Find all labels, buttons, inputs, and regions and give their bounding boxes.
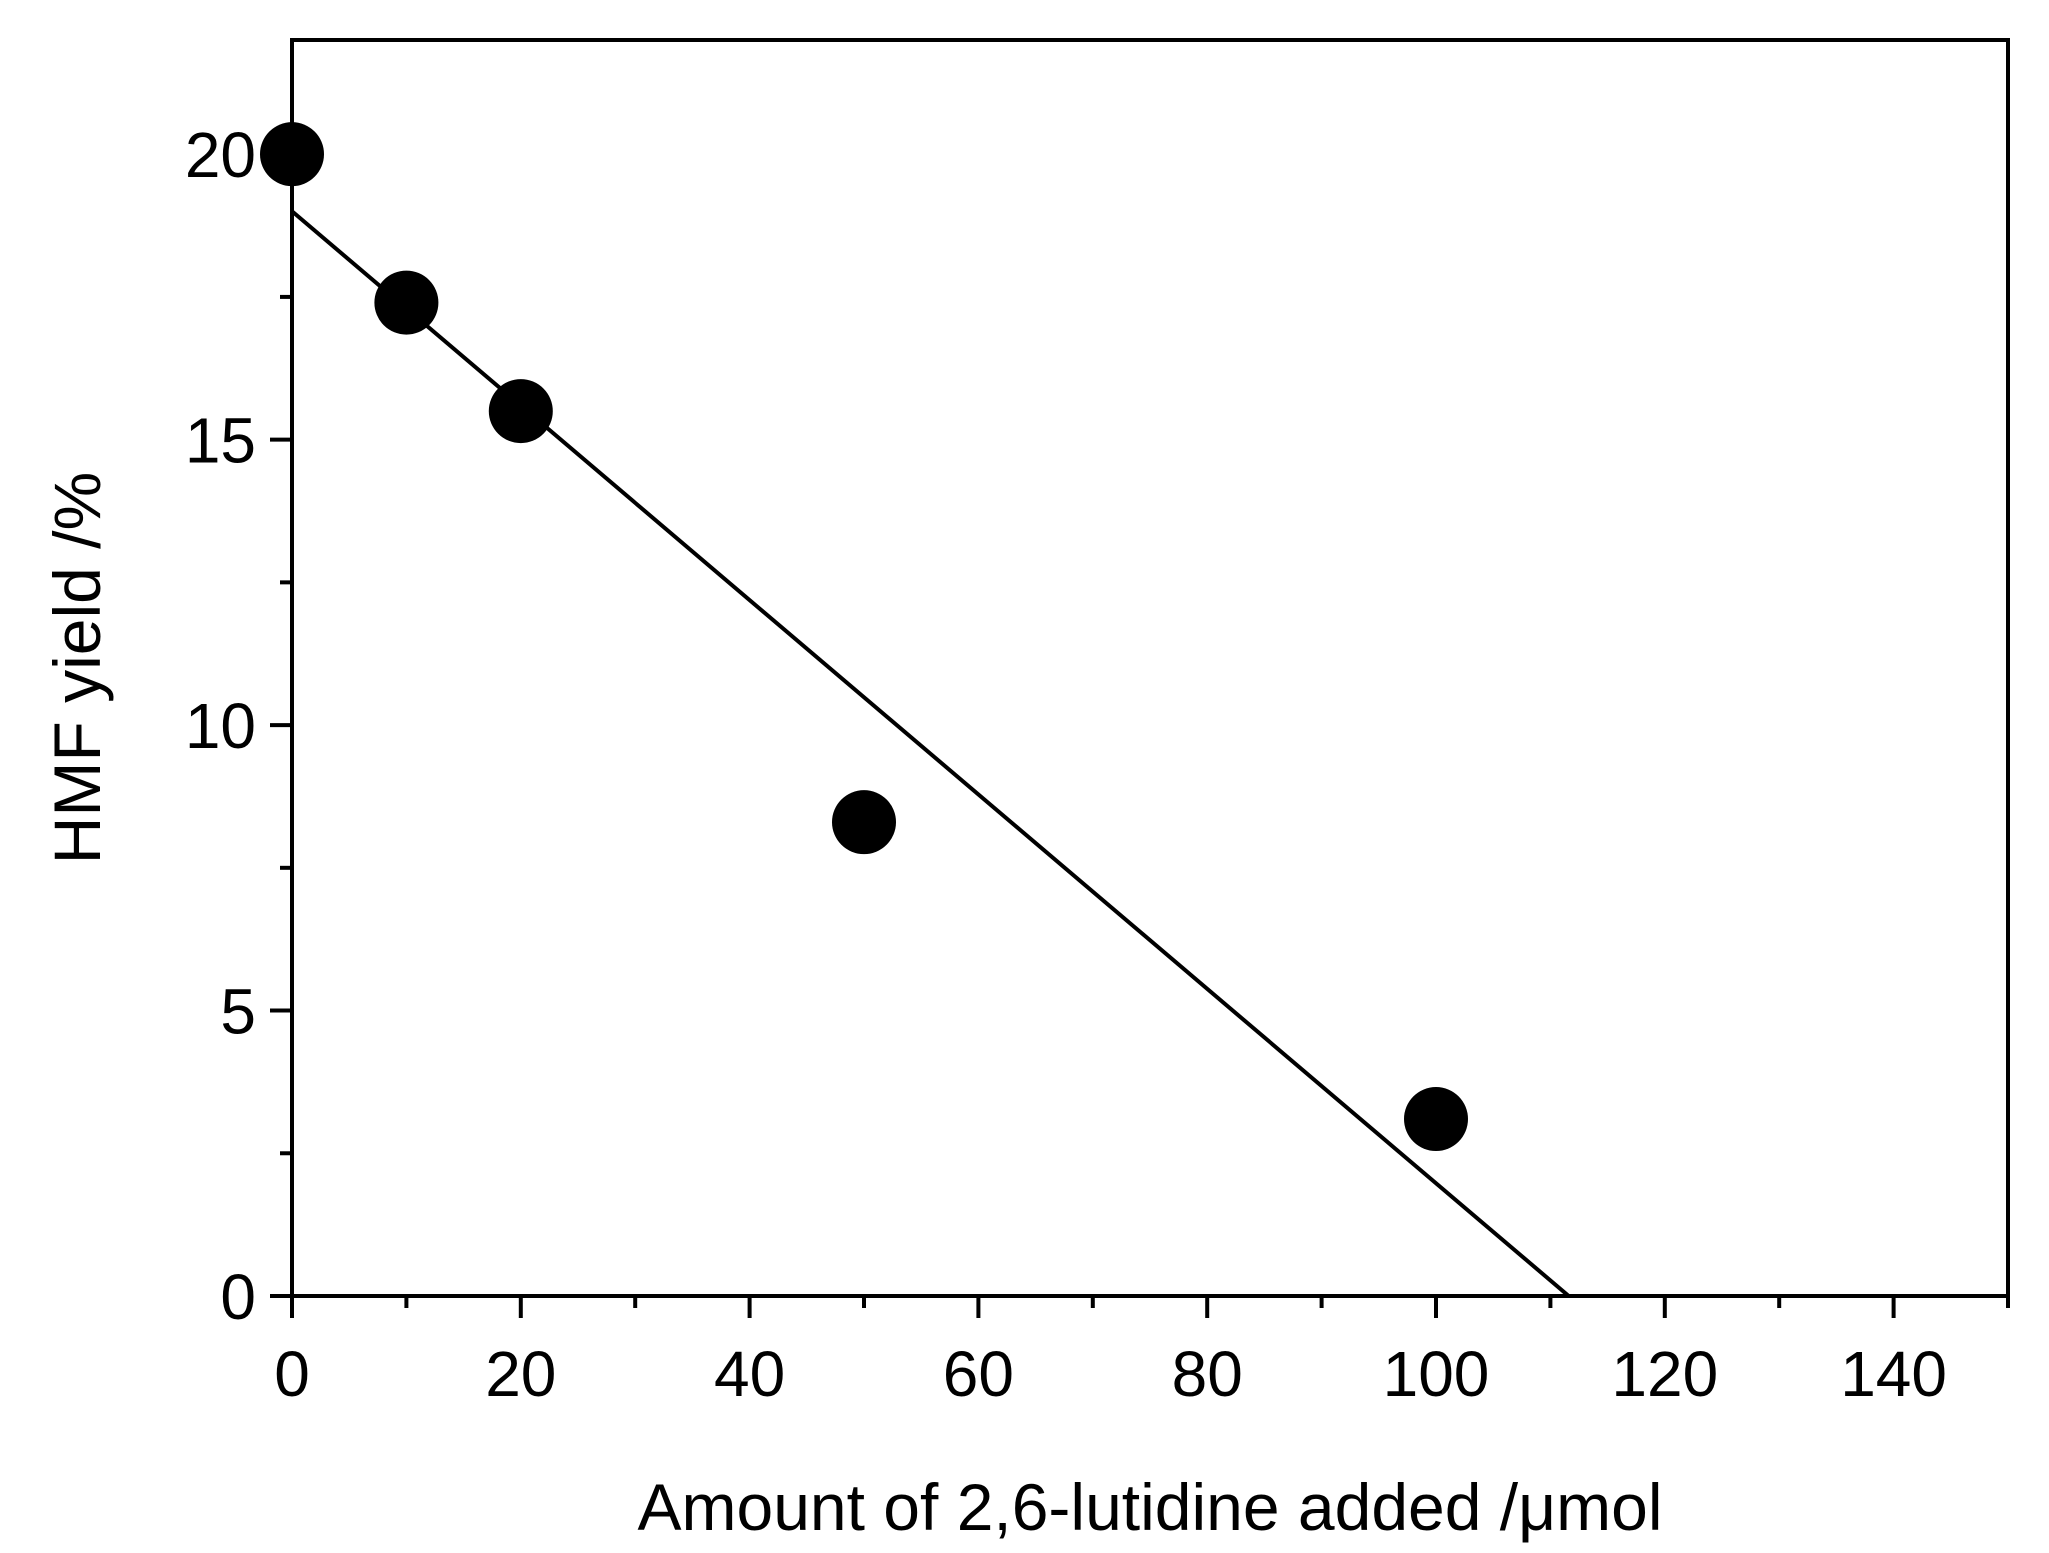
data-point [1404, 1087, 1468, 1152]
x-tick-label: 40 [714, 1338, 785, 1410]
y-tick-label: 5 [220, 976, 256, 1048]
x-tick-label: 20 [485, 1338, 556, 1410]
data-point [488, 379, 553, 444]
y-tick-label: 0 [220, 1261, 256, 1333]
x-tick-label: 60 [943, 1338, 1014, 1410]
plot-frame [290, 38, 2010, 1298]
y-axis-title: HMF yield /% [40, 472, 114, 864]
x-tick-label: 100 [1383, 1338, 1490, 1410]
x-tick-label: 0 [274, 1338, 310, 1410]
y-tick-label: 10 [185, 690, 256, 762]
data-point [260, 122, 324, 187]
axis-tick-labels: 0 20 40 60 80 100 120 140 0 5 10 15 20 [185, 119, 1947, 1410]
axis-ticks [270, 152, 2010, 1318]
plot-border [290, 38, 2010, 1298]
x-axis-title: Amount of 2,6-lutidine added /μmol [638, 1470, 1663, 1544]
x-tick-label: 140 [1840, 1338, 1947, 1410]
fit-line [290, 209, 1570, 1298]
data-point [832, 790, 896, 855]
data-points [260, 122, 1468, 1152]
x-tick-label: 120 [1611, 1338, 1718, 1410]
fit-line-layer [290, 209, 1570, 1298]
data-point [374, 270, 439, 335]
y-tick-label: 20 [185, 119, 256, 191]
x-tick-label: 80 [1172, 1338, 1243, 1410]
y-tick-label: 15 [185, 405, 256, 477]
